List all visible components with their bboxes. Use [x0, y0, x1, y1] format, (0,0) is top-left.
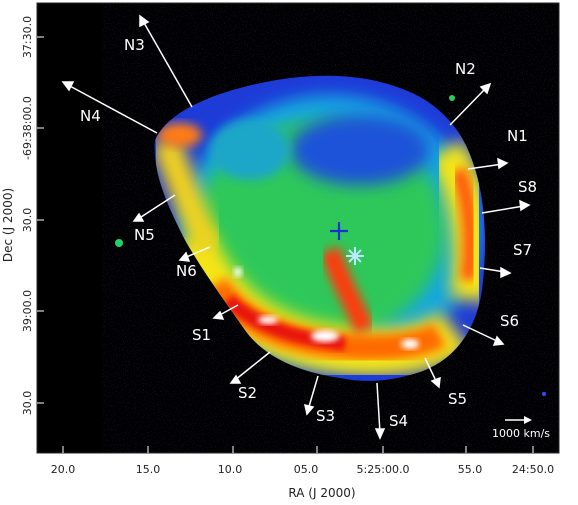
x-tick-label: 05.0 [294, 463, 319, 476]
vector-N4: N4 [61, 81, 158, 134]
remnant-image [115, 10, 546, 420]
vector-N1: N1 [467, 127, 528, 170]
vector-S3: S3 [304, 375, 335, 425]
vector-label-N2: N2 [455, 60, 476, 78]
x-tick-label: 10.0 [218, 463, 243, 476]
vector-label-N1: N1 [507, 127, 528, 145]
vector-label-N3: N3 [124, 36, 145, 54]
plot-frame [36, 2, 560, 454]
vector-label-S1: S1 [192, 326, 211, 344]
vector-label-S6: S6 [500, 312, 519, 330]
x-tick-labels: 20.0 15.0 10.0 05.0 5:25:00.0 55.0 24:50… [51, 463, 554, 476]
vector-S2: S2 [229, 351, 271, 402]
vector-label-S4: S4 [389, 412, 408, 430]
vector-label-N5: N5 [134, 226, 155, 244]
vector-S5: S5 [424, 357, 467, 408]
vector-label-S3: S3 [316, 407, 335, 425]
vector-S6: S6 [462, 312, 519, 346]
vector-label-S7: S7 [513, 241, 532, 259]
scale-bar: 1000 km/s [492, 416, 550, 440]
x-axis-title: RA (J 2000) [288, 486, 355, 500]
point-source [449, 95, 455, 101]
vector-S1: S1 [192, 304, 239, 344]
y-tick-label: 37:30.0 [21, 16, 34, 58]
y-tick-labels: 37:30.0 -69:38:00.0 30.0 39:00.0 30.0 [21, 16, 34, 415]
y-tick-label: -69:38:00.0 [21, 96, 34, 160]
vector-label-S5: S5 [448, 390, 467, 408]
y-tick-label: 39:00.0 [21, 290, 34, 332]
vector-S8: S8 [481, 178, 537, 214]
y-tick-label: 30.0 [21, 208, 34, 233]
y-tick-label: 30.0 [21, 391, 34, 416]
vector-N6: N6 [176, 246, 211, 280]
vector-N3: N3 [124, 14, 193, 108]
x-tick-label: 20.0 [51, 463, 76, 476]
point-source [115, 239, 123, 247]
x-tick-label: 5:25:00.0 [357, 463, 410, 476]
vector-label-S2: S2 [238, 384, 257, 402]
vector-label-N4: N4 [80, 107, 101, 125]
y-axis-title: Dec (J 2000) [1, 188, 15, 262]
x-tick-label: 24:50.0 [512, 463, 554, 476]
vector-S7: S7 [479, 241, 532, 279]
x-tick-label: 55.0 [458, 463, 483, 476]
vector-S4: S4 [374, 382, 408, 440]
vector-N5: N5 [132, 194, 176, 244]
star-marker [346, 247, 364, 265]
point-source [542, 392, 546, 396]
vector-label-N6: N6 [176, 262, 197, 280]
plus-marker [330, 222, 348, 240]
vector-N2: N2 [449, 60, 492, 126]
scale-bar-label: 1000 km/s [492, 427, 550, 440]
vector-label-S8: S8 [518, 178, 537, 196]
x-tick-label: 15.0 [136, 463, 161, 476]
